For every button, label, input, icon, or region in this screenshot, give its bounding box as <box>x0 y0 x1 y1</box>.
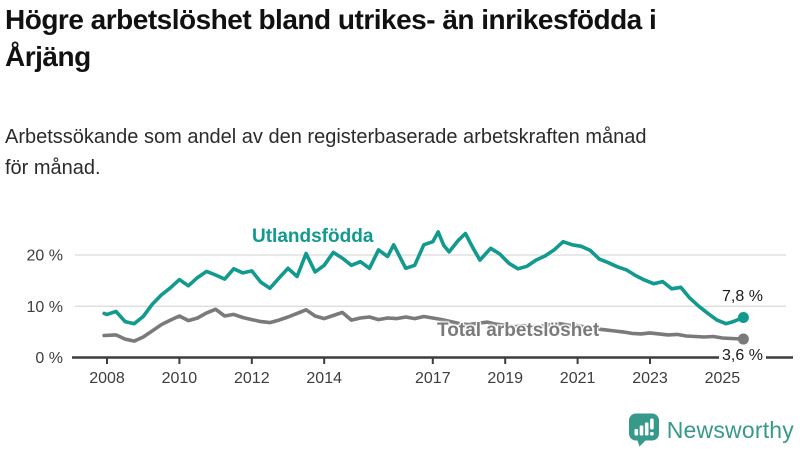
x-axis-tick-label: 2025 <box>705 370 741 387</box>
newsworthy-bubble-chart-icon <box>628 413 659 447</box>
x-axis-tick-label: 2019 <box>487 370 523 387</box>
page-subtitle-line-2: för månad. <box>5 157 101 179</box>
newsworthy-wordmark: Newsworthy <box>666 416 794 443</box>
series-label-utlandsfodda: Utlandsfödda <box>252 226 374 247</box>
series-line-1 <box>102 307 746 343</box>
series-line-0 <box>102 230 746 326</box>
series-label-total-arbetsloshet: Total arbetslöshet <box>437 320 600 341</box>
x-axis-tick-label: 2012 <box>234 370 270 387</box>
series-end-dot-1 <box>737 333 749 345</box>
y-axis-tick-label: 10 % <box>27 299 63 316</box>
page-subtitle: Arbetssökande som andel av den registerb… <box>5 122 795 184</box>
x-axis-tick-label: 2008 <box>89 370 125 387</box>
page-title-line-1: Högre arbetslöshet bland utrikes- än inr… <box>5 4 657 35</box>
x-axis-tick-label: 2010 <box>162 370 198 387</box>
page-subtitle-line-1: Arbetssökande som andel av den registerb… <box>5 126 647 148</box>
end-value-label-utlandsfodda: 7,8 % <box>722 288 763 305</box>
newsworthy-logo[interactable]: Newsworthy <box>628 413 794 447</box>
y-axis-tick-label: 0 % <box>35 350 63 367</box>
series-end-dot-0 <box>737 312 749 324</box>
x-axis-tick-label: 2021 <box>560 370 596 387</box>
page-title: Högre arbetslöshet bland utrikes- än inr… <box>5 2 795 76</box>
x-axis-tick-label: 2014 <box>306 370 342 387</box>
y-axis-tick-label: 20 % <box>27 248 63 265</box>
x-axis-tick-label: 2017 <box>415 370 451 387</box>
x-axis-tick-label: 2023 <box>632 370 668 387</box>
page-title-line-2: Årjäng <box>5 40 91 72</box>
end-value-label-total: 3,6 % <box>719 347 766 365</box>
